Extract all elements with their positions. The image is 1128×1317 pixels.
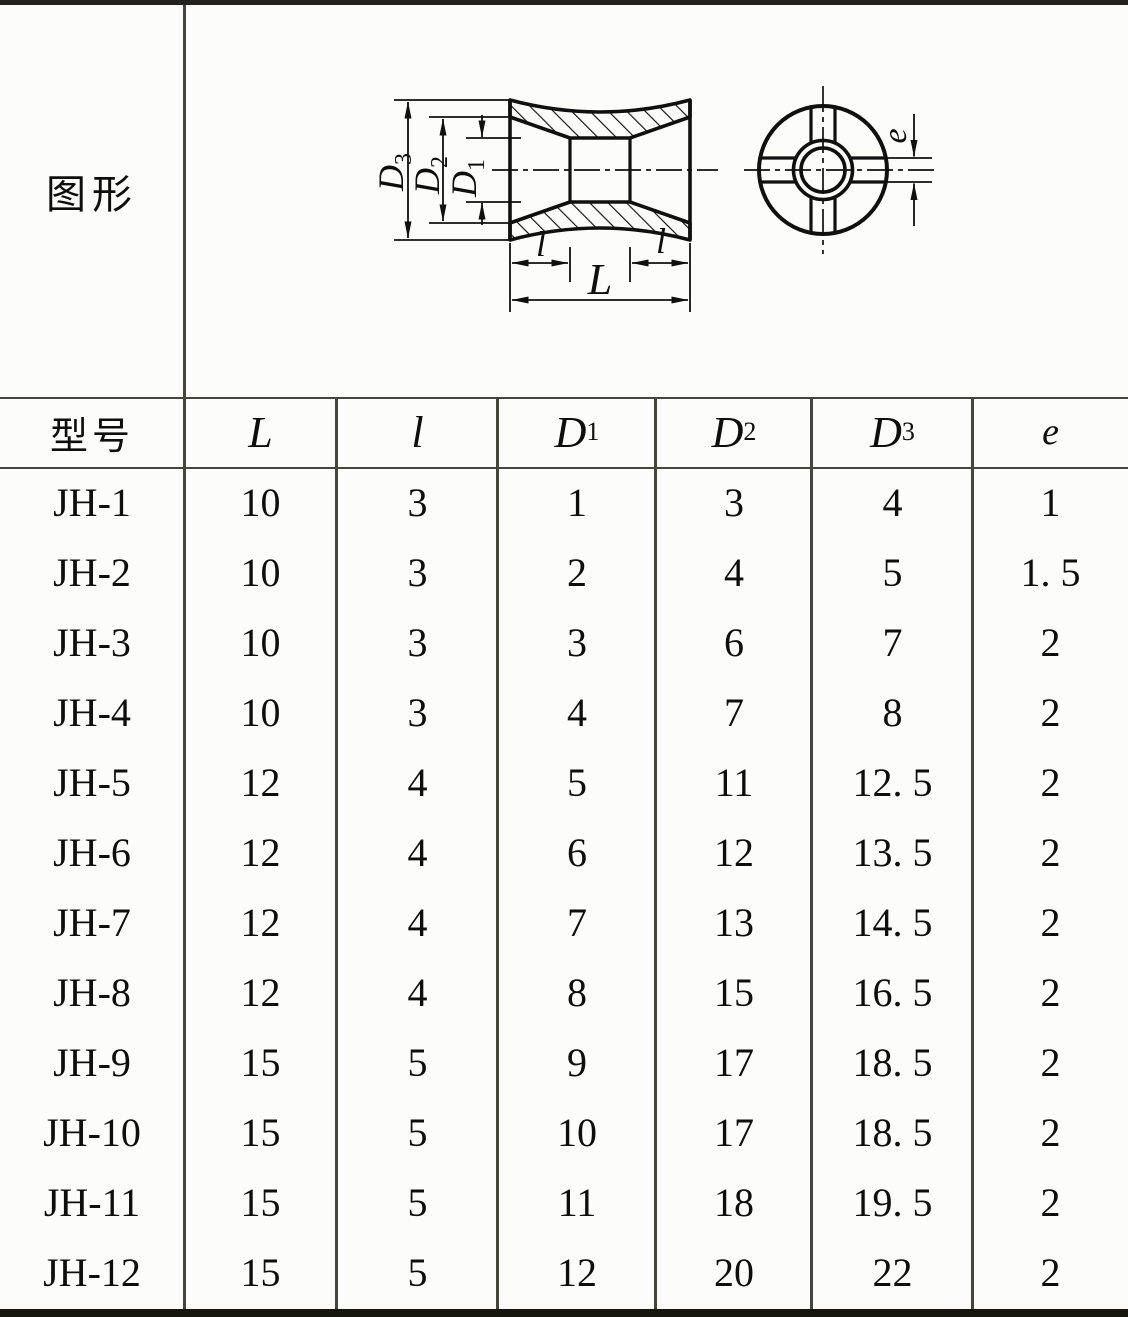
page-top-border [0, 0, 1128, 5]
header-body-divider [0, 467, 1128, 469]
cell-model: JH-1 [53, 479, 131, 525]
page-bottom-border [0, 1309, 1128, 1317]
table-row: JH-12 15 5 12 20 22 2 [0, 1237, 1128, 1307]
table-row: JH-4 10 3 4 7 8 2 [0, 677, 1128, 747]
figure-row-label-cell: 图形 [0, 5, 184, 398]
dim-label-l-right: l [656, 221, 666, 261]
dim-label-d2: D2 [407, 156, 453, 195]
cell-model: JH-12 [43, 1249, 141, 1295]
dim-label-d3: D3 [371, 153, 417, 192]
column-divider [335, 397, 338, 1309]
figure-table-divider [0, 397, 1128, 399]
column-divider [496, 397, 499, 1309]
cell-model: JH-5 [53, 759, 131, 805]
dim-label-L: L [587, 255, 612, 304]
cross-slots [760, 107, 887, 233]
table-row: JH-1 10 3 1 3 4 1 [0, 467, 1128, 537]
technical-drawing: D3 D2 D1 l l L [371, 86, 936, 312]
table-row: JH-2 10 3 2 4 5 1. 5 [0, 537, 1128, 607]
cell-model: JH-8 [53, 969, 131, 1015]
section-top-wall [508, 98, 692, 140]
column-divider [810, 397, 813, 1309]
figure-row-label: 图形 [46, 171, 138, 217]
cell-model: JH-9 [53, 1039, 131, 1085]
column-divider [971, 397, 974, 1309]
table-body: JH-1 10 3 1 3 4 1 JH-2 10 3 2 4 5 1. 5 JH-3 10 3 3 6 7 2 J… [0, 467, 1128, 1307]
cell-model: JH-7 [53, 899, 131, 945]
section-view [492, 98, 718, 242]
column-divider [183, 5, 186, 1309]
dim-label-e: e [877, 128, 914, 143]
cell-model: JH-3 [53, 619, 131, 665]
header-l: l [411, 407, 424, 457]
column-divider [654, 397, 657, 1309]
cell-model: JH-2 [53, 549, 131, 595]
table-row: JH-3 10 3 3 6 7 2 [0, 607, 1128, 677]
dim-label-l-left: l [536, 224, 546, 264]
end-view-centerlines [744, 86, 936, 254]
section-bottom-wall [508, 200, 692, 242]
dim-e [887, 114, 932, 226]
section-dimensions [394, 99, 691, 312]
cell-model: JH-10 [43, 1109, 141, 1155]
cell-model: JH-6 [53, 829, 131, 875]
header-e: e [1042, 411, 1059, 453]
header-model: 型号 [49, 415, 134, 458]
end-view: e [744, 86, 936, 254]
cell-model: JH-4 [53, 689, 131, 735]
dim-label-d1: D1 [444, 159, 490, 198]
section-dimension-labels: D3 D2 D1 l l L [371, 153, 666, 304]
cell-model: JH-11 [43, 1179, 141, 1225]
header-L: L [248, 407, 273, 457]
